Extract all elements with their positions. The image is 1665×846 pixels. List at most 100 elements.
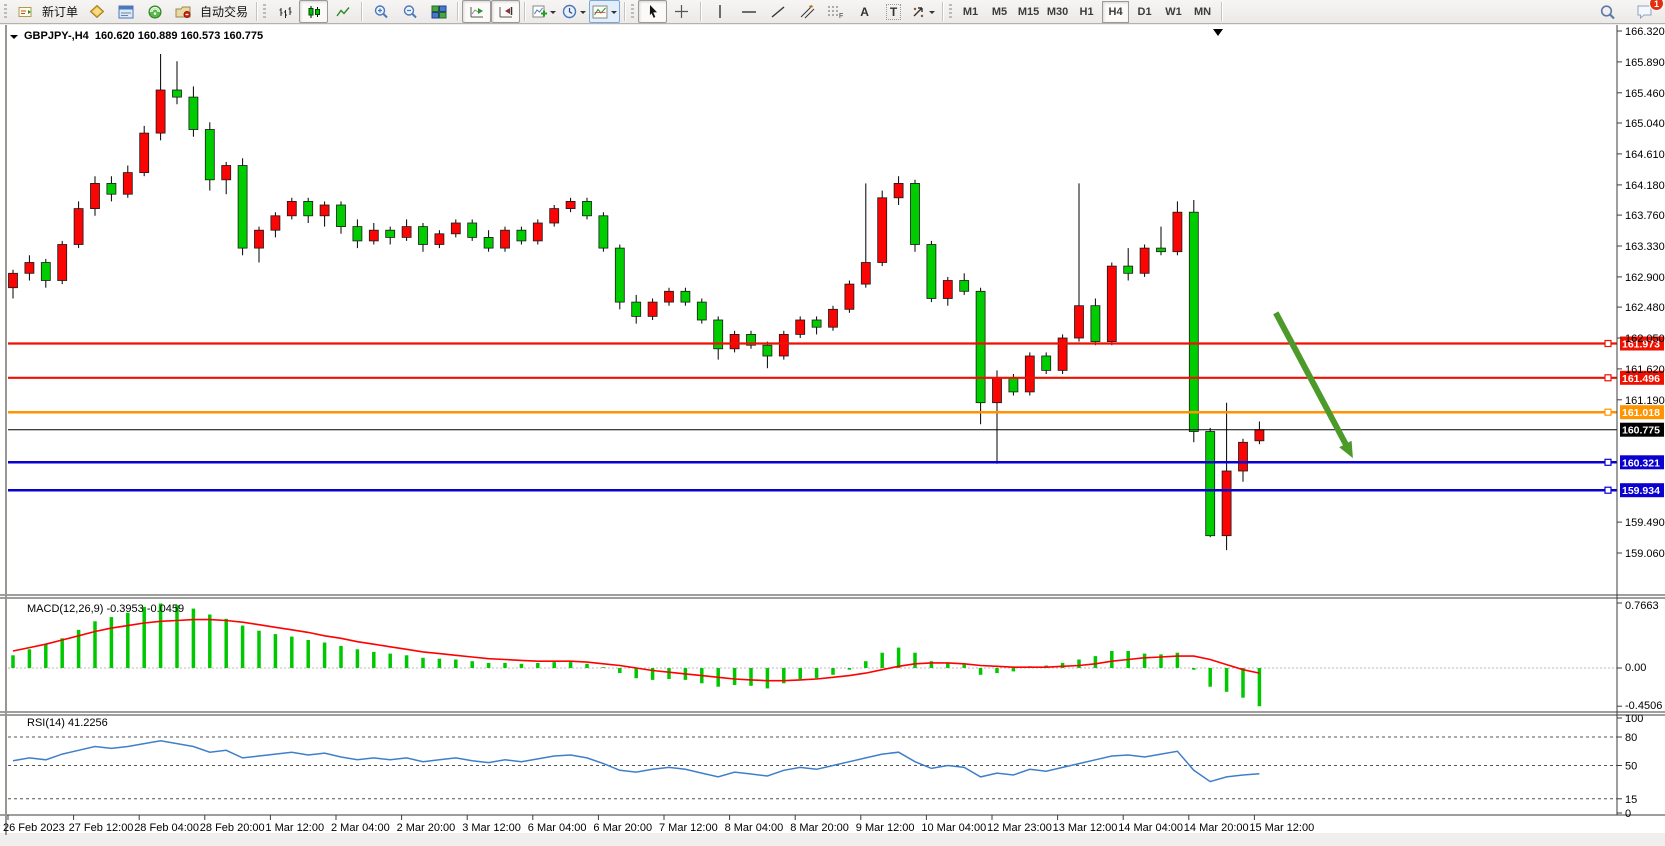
price-axis[interactable]: 166.320 165.890 165.460 165.040 164.610 164.1… <box>1617 26 1665 820</box>
toolbar-separator <box>457 2 459 21</box>
macd-signal-line <box>12 618 1260 682</box>
rsi-label: RSI(14) 41.2256 <box>27 717 108 729</box>
timeframe-m5[interactable]: M5 <box>991 5 1008 18</box>
timeframe-m15[interactable]: M15 <box>1017 5 1040 18</box>
zoom-in-icon <box>374 5 388 19</box>
search-icon <box>1600 4 1615 19</box>
svg-text:164.180: 164.180 <box>1625 180 1665 192</box>
toolbar-drag-handle[interactable] <box>263 3 267 20</box>
vertical-line-icon <box>718 5 721 18</box>
svg-text:165.460: 165.460 <box>1625 88 1665 100</box>
svg-text:162.900: 162.900 <box>1625 272 1665 284</box>
notifications-button[interactable]: 1 <box>1630 0 1664 23</box>
periods-button[interactable] <box>559 0 589 23</box>
toolbar-separator <box>256 2 258 21</box>
svg-text:F: F <box>839 13 843 19</box>
cursor-icon <box>649 5 657 18</box>
toolbar-drag-handle[interactable] <box>949 3 953 20</box>
svg-text:1 Mar 12:00: 1 Mar 12:00 <box>265 822 324 834</box>
periods-dropdown-caret[interactable] <box>580 10 587 17</box>
svg-text:159.490: 159.490 <box>1625 517 1665 529</box>
svg-text:8 Mar 04:00: 8 Mar 04:00 <box>725 822 784 834</box>
search-button[interactable] <box>1593 0 1622 23</box>
timeframe-h1[interactable]: H1 <box>1079 5 1094 18</box>
navigator-button[interactable] <box>140 0 169 23</box>
text-label-tool-button[interactable]: T <box>879 0 908 23</box>
trend-arrow-annotation[interactable] <box>1273 311 1353 459</box>
line-chart-icon <box>335 6 350 16</box>
svg-text:163.330: 163.330 <box>1625 241 1665 253</box>
indicators-dropdown-caret[interactable] <box>550 10 557 17</box>
timeframe-w1[interactable]: W1 <box>1165 5 1182 18</box>
arrows-tool-icon <box>913 6 924 17</box>
rsi-level-lines <box>8 736 1617 800</box>
toolbar-separator <box>700 2 702 21</box>
macd-plot <box>11 603 1262 707</box>
svg-text:165.890: 165.890 <box>1625 57 1665 69</box>
horizontal-lines[interactable]: 161.973 161.496 161.018 160.775 160.321 159.9… <box>8 336 1664 498</box>
text-tool-button[interactable]: A <box>850 0 879 23</box>
timeframe-d1[interactable]: D1 <box>1137 5 1152 18</box>
auto-scroll-button[interactable] <box>462 0 492 23</box>
auto-trading-button[interactable] <box>169 0 198 23</box>
horizontal-line-tool-button[interactable] <box>734 0 763 23</box>
vertical-line-tool-button[interactable] <box>705 0 734 23</box>
new-order-button[interactable] <box>11 0 40 23</box>
rsi-line <box>12 740 1260 783</box>
data-window-button[interactable] <box>111 0 140 23</box>
svg-text:159.934: 159.934 <box>1622 485 1660 497</box>
svg-text:166.320: 166.320 <box>1625 26 1665 38</box>
chart-shift-button[interactable] <box>491 0 521 23</box>
svg-text:14 Mar 20:00: 14 Mar 20:00 <box>1184 822 1249 834</box>
market-watch-button[interactable] <box>82 0 111 23</box>
bar-chart-mode-button[interactable] <box>270 0 299 23</box>
svg-text:9 Mar 12:00: 9 Mar 12:00 <box>856 822 915 834</box>
svg-text:50: 50 <box>1625 761 1637 773</box>
svg-text:12 Mar 23:00: 12 Mar 23:00 <box>987 822 1052 834</box>
fibonacci-tool-button[interactable]: F <box>821 0 850 23</box>
timeframe-mn[interactable]: MN <box>1193 5 1212 18</box>
tile-windows-button[interactable] <box>424 0 453 23</box>
svg-text:28 Feb 20:00: 28 Feb 20:00 <box>200 822 265 834</box>
svg-text:27 Feb 12:00: 27 Feb 12:00 <box>69 822 134 834</box>
equidistant-channel-tool-button[interactable] <box>792 0 821 23</box>
timeframe-m30[interactable]: M30 <box>1046 5 1069 18</box>
crosshair-tool-button[interactable] <box>667 0 696 23</box>
svg-text:8 Mar 20:00: 8 Mar 20:00 <box>790 822 849 834</box>
crosshair-icon <box>675 5 689 18</box>
zoom-out-button[interactable] <box>395 0 424 23</box>
data-window-icon <box>118 5 134 18</box>
timeframe-h4[interactable]: H4 <box>1102 0 1130 23</box>
navigator-icon <box>148 5 162 19</box>
chart-shift-marker[interactable] <box>1213 29 1223 36</box>
cursor-tool-button[interactable] <box>638 0 668 23</box>
chart-window: 161.973 161.496 161.018 160.775 160.321 159.9… <box>0 25 1665 841</box>
timeframe-m1[interactable]: M1 <box>962 5 979 18</box>
arrows-dropdown-caret[interactable] <box>929 10 936 17</box>
new-order-label[interactable]: 新订单 <box>42 5 79 19</box>
svg-text:80: 80 <box>1625 732 1637 744</box>
auto-trading-label[interactable]: 自动交易 <box>200 5 249 19</box>
svg-text:159.060: 159.060 <box>1625 548 1665 560</box>
window-bottom-edge <box>0 833 1665 841</box>
svg-text:162.050: 162.050 <box>1625 333 1665 345</box>
zoom-in-button[interactable] <box>366 0 395 23</box>
svg-text:160.321: 160.321 <box>1622 457 1660 469</box>
toolbar-drag-handle[interactable] <box>631 3 635 20</box>
indicators-button[interactable] <box>529 0 559 23</box>
arrows-tool-button[interactable] <box>908 0 938 23</box>
time-axis[interactable]: 26 Feb 2023 27 Feb 12:00 28 Feb 04:00 28 Fe… <box>3 815 1314 834</box>
toolbar-separator <box>361 2 363 21</box>
svg-text:0.00: 0.00 <box>1625 662 1646 674</box>
templates-dropdown-caret[interactable] <box>611 10 618 17</box>
candlestick-mode-button[interactable] <box>299 0 329 23</box>
svg-text:161.018: 161.018 <box>1622 407 1660 419</box>
svg-text:10 Mar 04:00: 10 Mar 04:00 <box>921 822 986 834</box>
trendline-tool-button[interactable] <box>763 0 792 23</box>
line-chart-mode-button[interactable] <box>328 0 357 23</box>
templates-button[interactable] <box>589 0 621 23</box>
indicators-icon <box>532 5 548 17</box>
toolbar-drag-handle[interactable] <box>4 3 7 20</box>
chart-canvas[interactable]: 161.973 161.496 161.018 160.775 160.321 159.9… <box>0 25 1665 841</box>
one-click-trading-toggle[interactable] <box>10 35 18 43</box>
